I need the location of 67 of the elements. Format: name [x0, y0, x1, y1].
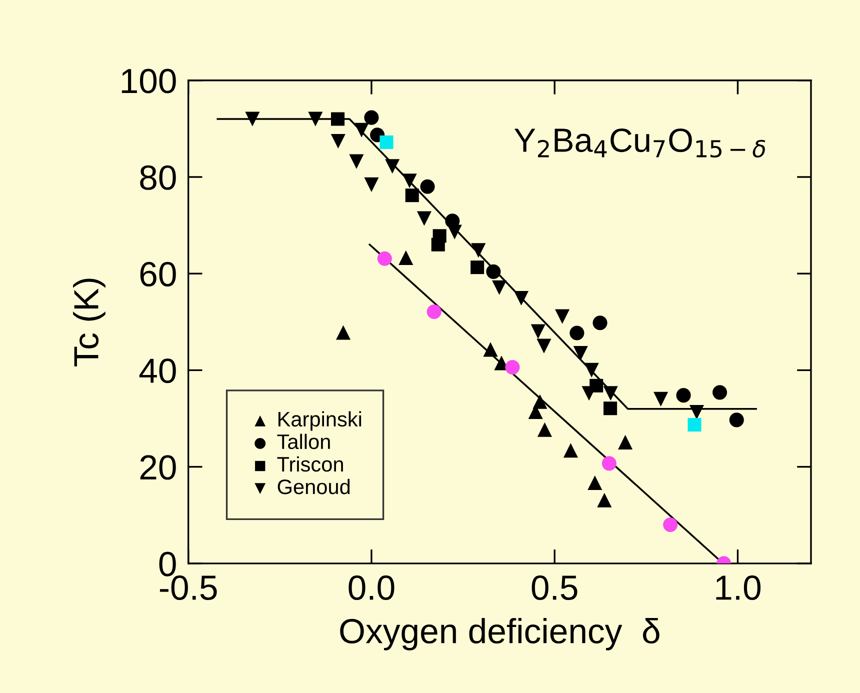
x-tick-label: 0.5	[532, 575, 578, 600]
point	[426, 304, 442, 320]
point	[592, 316, 608, 330]
point	[514, 290, 529, 306]
point	[689, 404, 704, 420]
point	[486, 264, 501, 279]
point	[663, 517, 678, 532]
x-tick-label: 0.0	[348, 575, 394, 600]
point	[712, 385, 728, 400]
point	[602, 456, 616, 471]
point	[573, 346, 588, 361]
point	[676, 388, 691, 403]
point	[584, 362, 599, 378]
legend-label: Triscon	[277, 456, 343, 472]
point	[537, 422, 552, 437]
point	[331, 112, 345, 126]
point	[597, 492, 612, 508]
point	[245, 112, 260, 126]
point	[618, 434, 633, 450]
y-tick-label: 80	[140, 165, 176, 190]
point	[505, 360, 520, 375]
point	[432, 229, 446, 243]
point	[492, 280, 507, 295]
y-tick-label: 0	[159, 552, 176, 576]
point	[364, 110, 379, 125]
point	[654, 392, 668, 406]
point	[604, 402, 618, 416]
point	[416, 211, 432, 226]
point	[530, 324, 546, 339]
point	[555, 309, 570, 324]
point	[377, 251, 392, 266]
legend-label: Tallon	[277, 434, 330, 450]
point	[447, 224, 462, 240]
point	[380, 135, 394, 149]
point	[729, 412, 744, 428]
point	[688, 418, 702, 432]
point	[588, 475, 602, 490]
point	[402, 174, 417, 188]
x-axis-title: Oxygen deficiency δ	[340, 618, 660, 650]
x-tick-label: -0.5	[160, 575, 217, 600]
point	[470, 260, 484, 274]
point	[570, 326, 584, 340]
point	[354, 122, 369, 138]
point	[385, 159, 400, 174]
y-tick-label: 100	[122, 68, 176, 94]
legend-label: Karpinski	[278, 411, 362, 431]
point	[483, 342, 498, 357]
legend-label: Genoud	[278, 478, 350, 494]
point	[349, 154, 364, 169]
point	[536, 338, 552, 354]
point	[603, 386, 618, 401]
point	[308, 112, 323, 126]
x-tick-label: 1.0	[716, 575, 761, 600]
y-tick-label: 20	[140, 455, 176, 480]
point	[532, 394, 548, 409]
point	[364, 177, 379, 192]
point	[336, 325, 351, 340]
point	[420, 179, 435, 194]
point	[563, 443, 578, 458]
point	[405, 188, 419, 202]
point	[398, 250, 414, 265]
y-tick-label: 60	[140, 262, 176, 287]
point	[471, 243, 486, 258]
y-axis-title: Tc (K)	[73, 278, 106, 366]
annotation: Y$_{2}$Ba$_{4}$Cu$_{7}$O$_{15−δ}$	[514, 128, 766, 158]
point	[330, 134, 346, 149]
y-tick-label: 40	[139, 358, 176, 384]
